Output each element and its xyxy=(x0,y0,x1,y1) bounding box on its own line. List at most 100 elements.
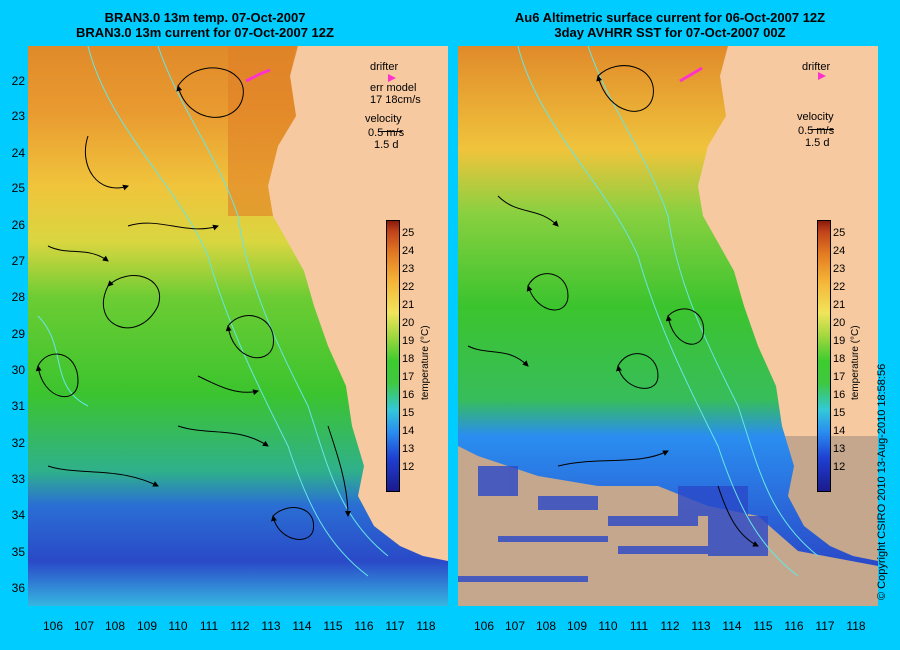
left-cb-tick: 19 xyxy=(402,335,415,347)
left-y-tick: 36 xyxy=(11,581,25,595)
right-cb-tick: 23 xyxy=(833,263,846,275)
right-cb-tick: 19 xyxy=(833,335,846,347)
right-x-tick: 107 xyxy=(504,619,526,633)
left-x-tick: 113 xyxy=(261,619,281,633)
left-x-tick: 111 xyxy=(199,619,219,633)
left-cb-tick: 18 xyxy=(402,353,415,365)
right-drifter-track xyxy=(679,66,703,83)
right-sst-map xyxy=(458,46,878,606)
left-y-tick: 22 xyxy=(11,74,25,88)
left-cb-tick: 25 xyxy=(402,227,415,239)
right-x-tick: 106 xyxy=(473,619,495,633)
right-cb-tick: 22 xyxy=(833,281,846,293)
left-legend-drifter: drifter xyxy=(370,61,399,73)
left-legend-velocity: velocity xyxy=(365,113,402,125)
right-ocean xyxy=(458,46,878,566)
left-y-tick: 34 xyxy=(11,508,25,522)
right-cb-tick: 24 xyxy=(833,245,846,257)
left-legend-err-model: err model xyxy=(370,82,417,94)
left-cb-tick: 12 xyxy=(402,461,415,473)
left-cb-tick: 17 xyxy=(402,371,415,383)
left-title: BRAN3.0 13m temp. 07-Oct-2007 BRAN3.0 13… xyxy=(40,10,370,40)
right-cb-tick: 21 xyxy=(833,299,846,311)
left-x-tick: 107 xyxy=(73,619,95,633)
right-title-line1: Au6 Altimetric surface current for 06-Oc… xyxy=(514,10,826,25)
right-colorbar xyxy=(817,220,831,492)
left-x-tick: 110 xyxy=(168,619,188,633)
right-x-tick: 113 xyxy=(691,619,711,633)
left-cb-tick: 20 xyxy=(402,317,415,329)
right-cb-tick: 12 xyxy=(833,461,846,473)
left-drifter-symbol xyxy=(388,74,396,82)
right-cb-tick: 14 xyxy=(833,425,846,437)
left-legend-scale: 0.5 m/s xyxy=(368,127,405,139)
left-cb-tick: 21 xyxy=(402,299,415,311)
left-y-tick: 28 xyxy=(11,290,25,304)
left-y-tick: 27 xyxy=(11,254,25,268)
right-title-line2: 3day AVHRR SST for 07-Oct-2007 00Z xyxy=(554,25,786,40)
left-y-tick: 32 xyxy=(11,436,25,450)
right-x-tick: 108 xyxy=(535,619,557,633)
right-colorbar-label: temperature (°C) xyxy=(850,325,861,400)
right-cb-tick: 20 xyxy=(833,317,846,329)
left-cb-tick: 24 xyxy=(402,245,415,257)
right-x-tick: 115 xyxy=(753,619,773,633)
left-map-panel xyxy=(28,46,448,606)
left-drifter-track xyxy=(245,68,271,83)
left-cb-tick: 14 xyxy=(402,425,415,437)
left-cb-tick: 16 xyxy=(402,389,415,401)
right-cb-tick: 13 xyxy=(833,443,846,455)
right-x-tick: 110 xyxy=(598,619,618,633)
right-title: Au6 Altimetric surface current for 06-Oc… xyxy=(470,10,870,40)
left-title-line1: BRAN3.0 13m temp. 07-Oct-2007 xyxy=(104,10,306,25)
left-x-tick: 108 xyxy=(104,619,126,633)
right-cb-tick: 15 xyxy=(833,407,846,419)
left-colorbar xyxy=(386,220,400,492)
left-y-tick: 24 xyxy=(11,146,25,160)
left-x-tick: 109 xyxy=(136,619,158,633)
left-y-tick: 25 xyxy=(11,181,25,195)
left-cb-tick: 13 xyxy=(402,443,415,455)
right-legend-days: 1.5 d xyxy=(805,137,830,149)
right-x-tick: 109 xyxy=(566,619,588,633)
left-y-tick: 23 xyxy=(11,109,25,123)
left-y-tick: 30 xyxy=(11,363,25,377)
left-cb-tick: 22 xyxy=(402,281,415,293)
left-colorbar-label: temperature (°C) xyxy=(420,325,431,400)
left-cb-tick: 23 xyxy=(402,263,415,275)
right-x-tick: 118 xyxy=(846,619,866,633)
left-y-tick: 26 xyxy=(11,218,25,232)
left-legend-days: 1.5 d xyxy=(374,139,399,151)
right-cb-tick: 17 xyxy=(833,371,846,383)
left-x-tick: 115 xyxy=(323,619,343,633)
left-legend-err-value: 17 18cm/s xyxy=(370,94,421,106)
left-y-tick: 35 xyxy=(11,545,25,559)
left-y-tick: 31 xyxy=(11,399,25,413)
left-x-tick: 116 xyxy=(354,619,374,633)
right-cb-tick: 16 xyxy=(833,389,846,401)
right-x-tick: 114 xyxy=(722,619,742,633)
right-x-tick: 116 xyxy=(784,619,804,633)
left-velocity-scale-arrow xyxy=(378,131,402,132)
left-cb-tick: 15 xyxy=(402,407,415,419)
left-x-tick: 117 xyxy=(385,619,405,633)
right-legend-drifter: drifter xyxy=(802,61,831,73)
left-y-tick: 33 xyxy=(11,472,25,486)
left-x-tick: 114 xyxy=(292,619,312,633)
right-drifter-symbol xyxy=(818,72,826,80)
right-x-tick: 112 xyxy=(660,619,680,633)
right-legend-velocity: velocity xyxy=(797,111,834,123)
right-legend-scale: 0.5 m/s xyxy=(798,125,835,137)
copyright-text: © Copyright CSIRO 2010 13-Aug-2010 18:58… xyxy=(876,363,888,600)
right-velocity-scale-arrow xyxy=(810,129,834,130)
right-x-tick: 111 xyxy=(629,619,649,633)
left-sst-map xyxy=(28,46,448,606)
right-cb-tick: 25 xyxy=(833,227,846,239)
right-cb-tick: 18 xyxy=(833,353,846,365)
left-title-line2: BRAN3.0 13m current for 07-Oct-2007 12Z xyxy=(76,25,334,40)
left-x-tick: 112 xyxy=(230,619,250,633)
left-x-tick: 106 xyxy=(42,619,64,633)
left-ocean xyxy=(28,46,448,606)
right-x-tick: 117 xyxy=(815,619,835,633)
left-x-tick: 118 xyxy=(416,619,436,633)
